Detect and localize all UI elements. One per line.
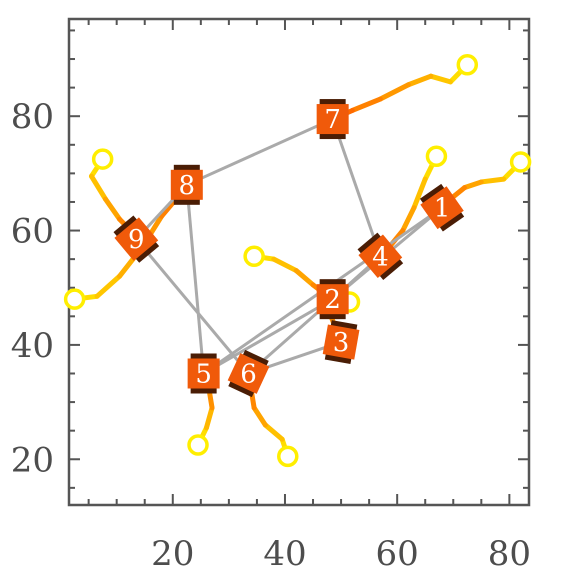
link-2-5 [202, 297, 334, 375]
robot-label-6: 6 [240, 359, 257, 389]
robot-wheel [173, 198, 200, 205]
trail-segment-1 [478, 176, 507, 185]
robot-wheel [319, 99, 346, 106]
y-tick-label: 60 [11, 212, 54, 252]
robot-body [316, 284, 349, 315]
robot-label-3: 3 [333, 328, 350, 358]
goal-marker-4 [425, 145, 448, 167]
goal-marker-6 [277, 445, 299, 468]
y-tick-label: 20 [11, 440, 54, 480]
robot-1: 1 [419, 183, 465, 232]
x-tick-label: 40 [263, 534, 306, 574]
robot-7: 7 [316, 99, 349, 140]
robot-markers: 1 2 3 4 5 6 7 8 9 [113, 99, 465, 398]
robot-label-2: 2 [324, 285, 341, 315]
robot-9: 9 [113, 215, 160, 263]
link-7-8 [186, 117, 334, 187]
trail-segment-2 [271, 256, 299, 274]
robot-body [420, 186, 464, 230]
robot-3: 3 [322, 320, 360, 365]
robot-6: 6 [227, 349, 270, 398]
link-5-8 [185, 184, 206, 374]
trail-segment-8 [94, 273, 122, 299]
robot-wheel [319, 133, 346, 140]
trail-segment-7 [405, 73, 434, 88]
robot-label-7: 7 [324, 105, 341, 135]
link-4-7 [331, 118, 382, 257]
robot-wheel [319, 313, 346, 320]
goal-marker-8 [63, 288, 86, 310]
robot-8: 8 [170, 164, 203, 205]
trail-segment-5 [206, 388, 215, 411]
trail-segment-7 [349, 96, 383, 113]
robot-body [316, 104, 349, 135]
trail-segment-4 [411, 176, 428, 211]
robot-trails [63, 53, 532, 468]
trail-segment-1 [461, 179, 484, 191]
robot-5: 5 [187, 353, 220, 394]
robot-wheel [113, 215, 138, 237]
trail-segment-6 [251, 405, 268, 428]
robot-2: 2 [316, 279, 349, 320]
robot-body [227, 353, 270, 394]
x-tick-label: 20 [151, 534, 194, 574]
robot-wheel [439, 211, 465, 232]
y-tick-label: 40 [11, 326, 54, 366]
robot-body [322, 324, 360, 360]
trail-segment-5 [203, 405, 215, 431]
goal-marker-2 [243, 245, 265, 268]
robot-wheel [228, 380, 255, 398]
goal-marker-9 [91, 148, 114, 170]
robot-wheel [419, 183, 445, 204]
tick-labels: 20 40 60 80 20 40 60 80 [11, 97, 531, 574]
trail-segment-9 [102, 196, 122, 222]
robot-4: 4 [357, 232, 404, 280]
robot-wheel [319, 279, 346, 286]
x-tick-label: 60 [376, 534, 419, 574]
robot-body [187, 358, 220, 389]
plot-frame [67, 17, 531, 507]
robot-body [358, 234, 403, 279]
robot-wheel [242, 349, 269, 367]
robot-label-9: 9 [128, 225, 145, 255]
trail-segment-4 [400, 205, 417, 234]
goal-marker-7 [456, 53, 479, 76]
robot-wheel [357, 232, 382, 254]
trail-segment-6 [262, 422, 285, 442]
plot-axes [67, 17, 531, 507]
robot-label-8: 8 [179, 171, 196, 201]
trail-segment-7 [428, 73, 453, 85]
trail-segment-2 [293, 268, 316, 288]
robot-wheel [379, 258, 404, 280]
goal-marker-1 [509, 151, 532, 173]
robot-links [135, 117, 444, 375]
robot-body [114, 217, 159, 261]
robot-label-4: 4 [372, 242, 389, 272]
robot-wheel [135, 241, 160, 263]
trail-segment-7 [377, 82, 411, 102]
robot-wheel [190, 353, 217, 360]
link-9-6 [135, 238, 250, 375]
x-tick-label: 80 [488, 534, 531, 574]
robot-body [170, 169, 203, 200]
robot-label-1: 1 [434, 194, 451, 224]
goal-marker-5 [187, 434, 209, 456]
robot-label-5: 5 [195, 359, 212, 389]
y-tick-label: 80 [11, 97, 54, 137]
trail-segment-9 [88, 173, 108, 202]
robot-wheel [173, 164, 200, 171]
robot-wheel [324, 353, 352, 365]
robot-wheel [330, 320, 358, 331]
robot-wheel [190, 387, 217, 394]
